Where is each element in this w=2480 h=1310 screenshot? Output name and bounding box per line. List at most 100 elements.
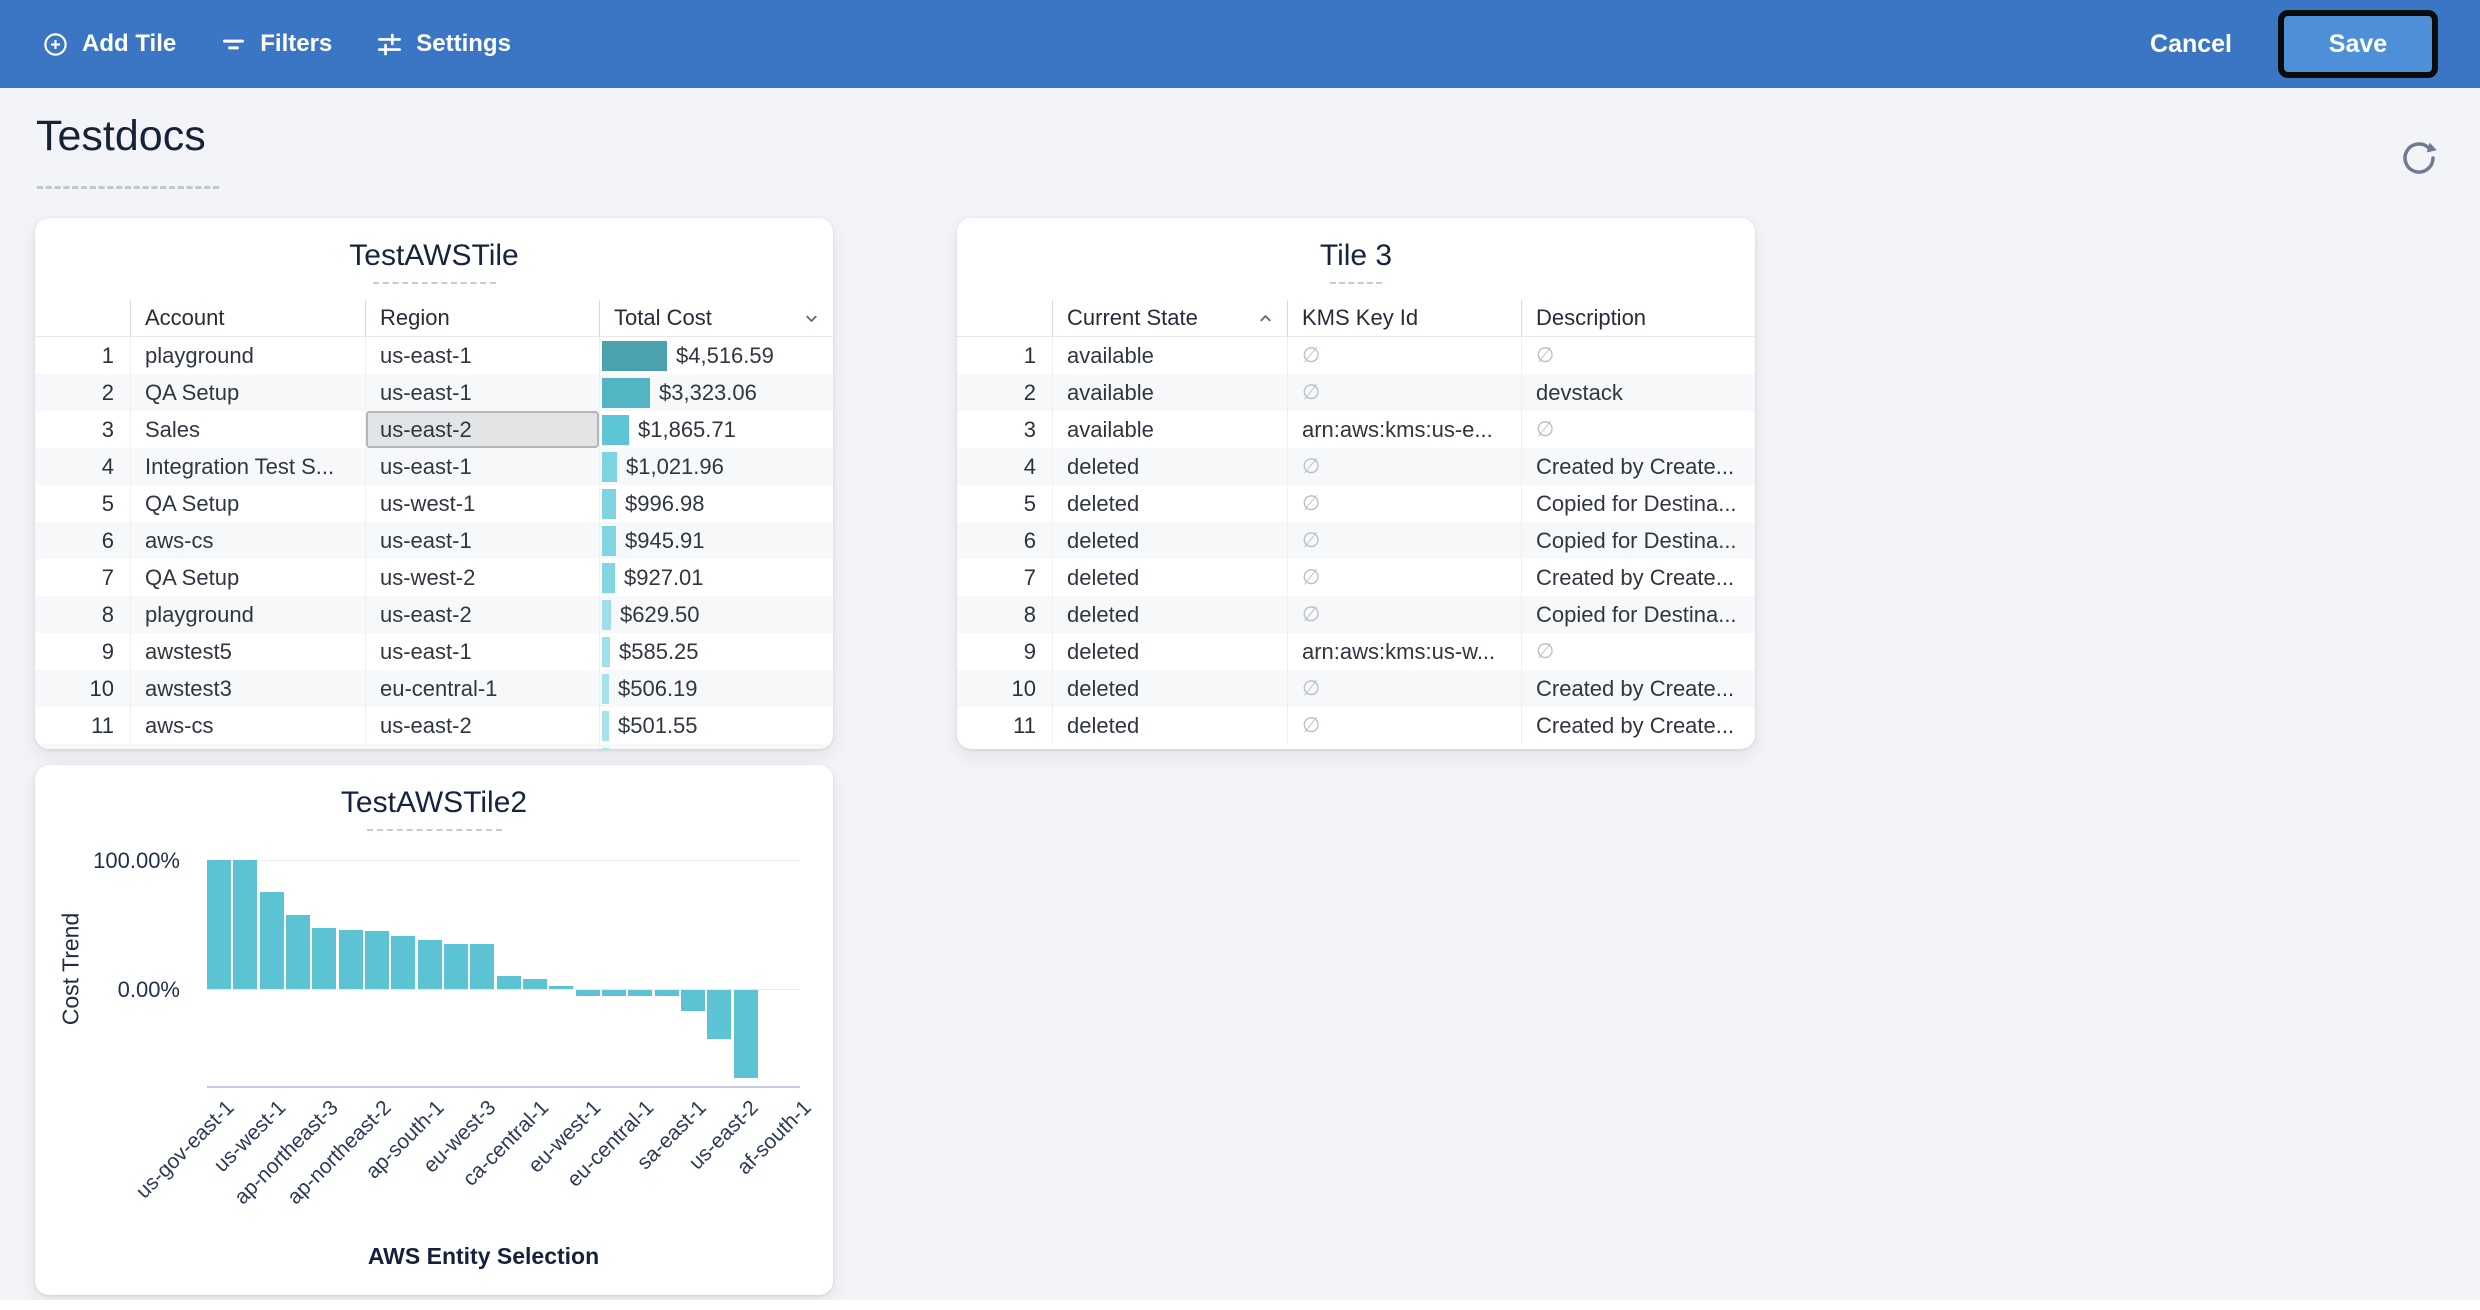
- table-cell-region[interactable]: us-east-1: [365, 448, 599, 485]
- table-cell-account[interactable]: [130, 744, 365, 749]
- cost-value: $585.25: [619, 638, 699, 664]
- filters-button[interactable]: Filters: [220, 30, 332, 58]
- sort-chevron-up-icon[interactable]: [1256, 309, 1275, 328]
- table-cell-account[interactable]: QA Setup: [130, 559, 365, 596]
- table-cell-total-cost[interactable]: $1,865.71: [599, 411, 833, 448]
- row-number-cell: 11: [91, 712, 114, 738]
- table-cell-account[interactable]: Sales: [130, 411, 365, 448]
- table-cell-region[interactable]: us-east-2: [365, 411, 599, 448]
- cancel-button[interactable]: Cancel: [2150, 29, 2232, 58]
- table-cell-current-state[interactable]: deleted: [1052, 559, 1287, 596]
- tile-testawstile2-chart[interactable]: TestAWSTile2 100.00% 0.00% Cost Trend AW…: [35, 765, 833, 1295]
- table-cell-current-state[interactable]: available: [1052, 337, 1287, 374]
- table-cell-total-cost[interactable]: $945.91: [599, 522, 833, 559]
- table-cell-region[interactable]: eu-central-1: [365, 670, 599, 707]
- table-cell-current-state[interactable]: deleted: [1052, 670, 1287, 707]
- table-cell-current-state[interactable]: deleted: [1052, 633, 1287, 670]
- table-cell-description[interactable]: Created by Create...: [1521, 670, 1755, 707]
- chart-bar: [391, 936, 416, 989]
- table-cell-description[interactable]: ∅: [1521, 633, 1755, 670]
- table-cell-description[interactable]: ∅: [1521, 337, 1755, 374]
- column-header-description[interactable]: Description: [1521, 300, 1755, 336]
- table-cell-kms-key-id[interactable]: ∅: [1287, 522, 1521, 559]
- table-cell-description[interactable]: ∅: [1521, 411, 1755, 448]
- table-cell-current-state[interactable]: deleted: [1052, 707, 1287, 744]
- table-cell-current-state[interactable]: available: [1052, 374, 1287, 411]
- column-header-account[interactable]: Account: [130, 300, 365, 336]
- column-header-current-state[interactable]: Current State: [1052, 300, 1287, 336]
- table-cell-current-state[interactable]: deleted: [1052, 448, 1287, 485]
- table-row: 8 playground us-east-2 $629.50: [35, 596, 833, 633]
- table-cell-region[interactable]: us-west-1: [365, 485, 599, 522]
- settings-button[interactable]: Settings: [376, 30, 511, 58]
- table-cell-account[interactable]: Integration Test S...: [130, 448, 365, 485]
- row-number-cell: 10: [89, 675, 114, 701]
- table-cell-description[interactable]: Created by Create...: [1521, 559, 1755, 596]
- table-cell-kms-key-id[interactable]: ∅: [1287, 707, 1521, 744]
- table-cell-kms-key-id[interactable]: ∅: [1287, 559, 1521, 596]
- tile-tile3[interactable]: Tile 3 Current State KMS Key Id Descriptio…: [957, 218, 1755, 749]
- table-cell-kms-key-id[interactable]: ∅: [1287, 596, 1521, 633]
- chart-bar: [549, 985, 574, 989]
- chart-bar: [628, 990, 653, 997]
- table-cell-current-state[interactable]: available: [1052, 411, 1287, 448]
- table-cell-total-cost[interactable]: $3,323.06: [599, 374, 833, 411]
- table-row: 2 available ∅ devstack: [957, 374, 1755, 411]
- table-cell-account[interactable]: awstest3: [130, 670, 365, 707]
- table-cell-total-cost[interactable]: [599, 744, 833, 749]
- table-cell-current-state[interactable]: deleted: [1052, 522, 1287, 559]
- table-cell-total-cost[interactable]: $506.19: [599, 670, 833, 707]
- table-cell-account[interactable]: playground: [130, 337, 365, 374]
- chart-bar: [575, 990, 600, 997]
- table-cell-description[interactable]: Created by Create...: [1521, 448, 1755, 485]
- table-cell-total-cost[interactable]: $585.25: [599, 633, 833, 670]
- table-cell-current-state[interactable]: deleted: [1052, 485, 1287, 522]
- table-cell-region[interactable]: us-east-1: [365, 522, 599, 559]
- table-cell-region[interactable]: us-east-1: [365, 374, 599, 411]
- tile-testawstile[interactable]: TestAWSTile Account Region Total Cost 1 play…: [35, 218, 833, 749]
- table-cell-account[interactable]: QA Setup: [130, 374, 365, 411]
- table-cell-region[interactable]: us-east-1: [365, 337, 599, 374]
- chart-bar: [523, 978, 547, 989]
- table-cell-description[interactable]: Copied for Destina...: [1521, 596, 1755, 633]
- table-row: 1 available ∅ ∅: [957, 337, 1755, 374]
- table-cell-total-cost[interactable]: $629.50: [599, 596, 833, 633]
- add-tile-button[interactable]: Add Tile: [42, 30, 176, 58]
- column-header-region[interactable]: Region: [365, 300, 599, 336]
- save-button[interactable]: Save: [2278, 10, 2438, 78]
- table-cell-current-state[interactable]: deleted: [1052, 596, 1287, 633]
- table-cell-kms-key-id[interactable]: ∅: [1287, 670, 1521, 707]
- table-cell-account[interactable]: awstest5: [130, 633, 365, 670]
- page-title: Testdocs: [36, 112, 206, 160]
- table-cell-total-cost[interactable]: $996.98: [599, 485, 833, 522]
- tile-title-underline: [372, 282, 496, 284]
- table-cell-region[interactable]: us-west-2: [365, 559, 599, 596]
- table-cell-account[interactable]: QA Setup: [130, 485, 365, 522]
- table-cell-kms-key-id[interactable]: ∅: [1287, 485, 1521, 522]
- column-header-total-cost[interactable]: Total Cost: [599, 300, 833, 336]
- table-cell-region[interactable]: us-east-1: [365, 633, 599, 670]
- table-cell-kms-key-id[interactable]: arn:aws:kms:us-e...: [1287, 411, 1521, 448]
- column-header-label: Description: [1536, 305, 1647, 330]
- table-cell-total-cost[interactable]: $4,516.59: [599, 337, 833, 374]
- table-cell-region[interactable]: [365, 744, 599, 749]
- table-cell-region[interactable]: us-east-2: [365, 707, 599, 744]
- table-cell-kms-key-id[interactable]: ∅: [1287, 374, 1521, 411]
- table-cell-description[interactable]: Created by Create...: [1521, 707, 1755, 744]
- table-cell-total-cost[interactable]: $1,021.96: [599, 448, 833, 485]
- table-cell-total-cost[interactable]: $501.55: [599, 707, 833, 744]
- table-cell-description[interactable]: devstack: [1521, 374, 1755, 411]
- table-cell-description[interactable]: Copied for Destina...: [1521, 485, 1755, 522]
- table-cell-account[interactable]: aws-cs: [130, 522, 365, 559]
- table-cell-kms-key-id[interactable]: ∅: [1287, 337, 1521, 374]
- sort-chevron-down-icon[interactable]: [802, 309, 821, 328]
- table-cell-kms-key-id[interactable]: arn:aws:kms:us-w...: [1287, 633, 1521, 670]
- refresh-button[interactable]: [2398, 134, 2446, 182]
- table-cell-total-cost[interactable]: $927.01: [599, 559, 833, 596]
- column-header-kms-key-id[interactable]: KMS Key Id: [1287, 300, 1521, 336]
- table-cell-kms-key-id[interactable]: ∅: [1287, 448, 1521, 485]
- table-cell-account[interactable]: aws-cs: [130, 707, 365, 744]
- table-cell-region[interactable]: us-east-2: [365, 596, 599, 633]
- table-cell-account[interactable]: playground: [130, 596, 365, 633]
- table-cell-description[interactable]: Copied for Destina...: [1521, 522, 1755, 559]
